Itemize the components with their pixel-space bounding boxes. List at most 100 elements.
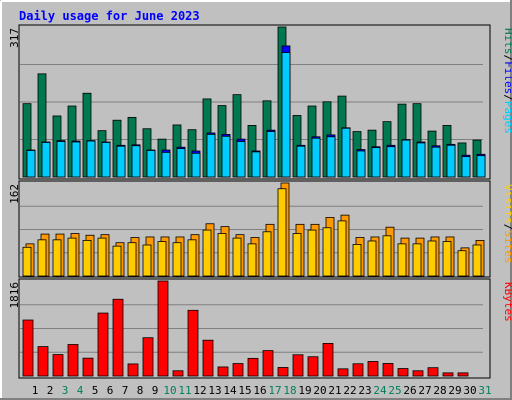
bar-sites xyxy=(52,239,62,277)
bar-sites xyxy=(292,233,302,277)
panel-3-ymax-label: 1816 xyxy=(8,282,21,309)
bar-kbytes xyxy=(142,337,154,377)
x-axis-day-labels: 1 2 3 4 5 6 7 8 9 10 11 12 13 14 15 16 17 18 19 20 21 22 23 24 2… xyxy=(32,384,492,397)
bar-kbytes xyxy=(172,370,184,377)
bar-pages xyxy=(176,148,186,178)
bar-pages xyxy=(251,151,261,178)
x-tick-label: 6 xyxy=(107,384,114,397)
bar-kbytes xyxy=(232,363,244,377)
bar-pages xyxy=(341,127,351,178)
x-tick-label: 10 xyxy=(163,384,176,397)
bar-pages xyxy=(146,150,156,178)
legend-separator: / xyxy=(502,94,512,101)
bar-sites xyxy=(157,241,167,277)
x-tick-label: 29 xyxy=(448,384,461,397)
bar-sites xyxy=(337,220,347,277)
bar-sites xyxy=(412,243,422,277)
bar-pages xyxy=(296,145,306,178)
bar-kbytes xyxy=(157,280,169,377)
bar-sites xyxy=(67,237,77,277)
x-tick-label: 31 xyxy=(478,384,491,397)
x-tick-label: 13 xyxy=(208,384,221,397)
bar-pages xyxy=(326,136,336,178)
legend-hits: Hits xyxy=(502,28,512,55)
x-tick-label: 1 xyxy=(32,384,39,397)
x-tick-label: 27 xyxy=(418,384,431,397)
bar-sites xyxy=(367,240,377,277)
x-tick-label: 22 xyxy=(343,384,356,397)
bar-kbytes xyxy=(292,354,304,377)
x-tick-label: 26 xyxy=(403,384,416,397)
bar-kbytes xyxy=(127,363,139,377)
bar-kbytes xyxy=(352,363,364,377)
legend-sites: Sites xyxy=(502,230,512,263)
bar-pages xyxy=(131,145,141,178)
bar-sites xyxy=(127,242,137,277)
x-tick-label: 21 xyxy=(328,384,341,397)
bar-pages xyxy=(281,52,291,178)
x-tick-label: 24 xyxy=(373,384,387,397)
legend-files: Files xyxy=(502,61,512,94)
bar-sites xyxy=(277,188,287,277)
x-tick-label: 3 xyxy=(62,384,69,397)
chart-panels xyxy=(20,26,486,377)
panel-1-ymax-label: 317 xyxy=(8,28,21,48)
x-tick-label: 25 xyxy=(388,384,401,397)
chart-title: Daily usage for June 2023 xyxy=(19,9,200,23)
legend-kbytes: KBytes xyxy=(502,282,512,322)
panel-2-ymax-label: 162 xyxy=(8,184,21,204)
x-tick-label: 9 xyxy=(152,384,159,397)
legend-separator: / xyxy=(502,55,512,62)
bar-pages xyxy=(161,151,171,178)
bar-kbytes xyxy=(277,367,289,377)
bar-pages xyxy=(431,146,441,178)
bar-pages xyxy=(56,141,66,178)
bar-kbytes xyxy=(202,339,214,377)
panel-2-legend: Visits/Sites xyxy=(502,184,512,264)
bar-pages xyxy=(71,141,81,178)
bar-sites xyxy=(22,246,32,277)
bar-kbytes xyxy=(37,346,49,377)
bar-pages xyxy=(236,141,246,178)
bar-sites xyxy=(322,227,332,277)
bar-kbytes xyxy=(397,368,409,377)
bar-kbytes xyxy=(382,363,394,377)
bar-pages xyxy=(311,137,321,178)
legend-visits: Visits xyxy=(502,184,512,224)
x-tick-label: 17 xyxy=(268,384,281,397)
bar-kbytes xyxy=(217,366,229,377)
bar-pages xyxy=(266,131,276,178)
bar-pages xyxy=(191,152,201,178)
bar-sites xyxy=(442,241,452,277)
bar-sites xyxy=(142,244,152,277)
panel-3-legend: KBytes xyxy=(502,282,512,322)
bar-kbytes xyxy=(337,368,349,377)
bar-sites xyxy=(217,233,227,277)
bar-pages xyxy=(116,145,126,178)
bar-kbytes xyxy=(307,356,319,377)
bar-sites xyxy=(172,242,182,277)
bar-sites xyxy=(427,240,437,277)
x-tick-label: 5 xyxy=(92,384,99,397)
bar-sites xyxy=(187,239,197,277)
bar-kbytes xyxy=(82,357,94,377)
bar-sites xyxy=(202,229,212,277)
bar-kbytes xyxy=(67,344,79,377)
bar-kbytes xyxy=(427,367,439,377)
x-tick-label: 20 xyxy=(313,384,326,397)
x-tick-label: 12 xyxy=(193,384,206,397)
x-tick-label: 19 xyxy=(298,384,311,397)
bar-kbytes xyxy=(187,309,199,377)
x-tick-label: 11 xyxy=(178,384,191,397)
bar-kbytes xyxy=(52,354,64,377)
bar-sites xyxy=(97,237,107,277)
x-tick-label: 30 xyxy=(463,384,476,397)
bar-pages xyxy=(446,144,456,178)
x-tick-label: 8 xyxy=(137,384,144,397)
bar-pages xyxy=(101,142,111,178)
bar-kbytes xyxy=(112,298,124,377)
bar-pages xyxy=(26,150,36,178)
x-tick-label: 2 xyxy=(47,384,54,397)
bar-pages xyxy=(401,139,411,178)
